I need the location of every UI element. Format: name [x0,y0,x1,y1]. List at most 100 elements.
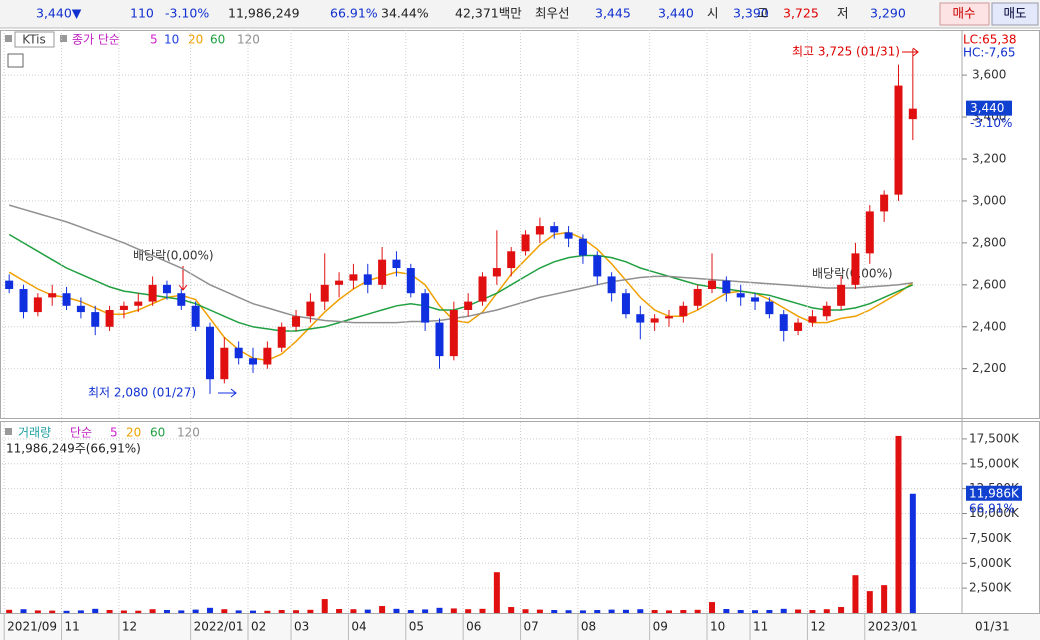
volume-bar [823,609,830,613]
moving-average-line [8,204,913,324]
candle-body [119,305,128,310]
candle-body [234,347,243,359]
candle-body [191,305,200,327]
legend-icon [5,35,12,42]
volume-info: 11,986,249주(66,91%) [6,442,141,456]
volume-bar [250,610,257,613]
volume-bar [536,609,543,613]
last-volume-pct: 66,91% [969,501,1015,515]
quote-best-label: 최우선 [535,6,570,21]
volume-bar [665,610,672,613]
quote-volume-rate: 66.91% [330,6,378,21]
candle-body [535,226,544,235]
y-tick-label: 2,500K [969,581,1012,595]
candle-body [320,284,329,302]
volume-bar [163,610,170,613]
volume-bar [637,609,644,613]
volume-bar [551,610,558,613]
candle-body [708,280,717,290]
x-tick-label: 12 [122,620,137,634]
candle-body [19,289,28,313]
candle-body [679,305,688,317]
volume-bar [63,610,70,613]
volume-bar [393,608,400,613]
volume-bar [6,609,13,613]
volume-bar [579,610,586,613]
quote-high-label: 고 [757,6,769,21]
y-tick-label: 3,200 [972,151,1006,165]
date-axis-strip [0,614,1040,640]
candle-body [249,358,258,365]
candle-body [808,316,817,323]
candle-body [464,301,473,310]
volume-bar [49,610,56,613]
candle-body [91,312,100,327]
quote-low-label: 저 [837,6,849,21]
candle-body [765,301,774,315]
volume-bar [192,609,199,613]
y-tick-label: 2,200 [972,361,1006,375]
volume-bar [350,609,357,613]
chart-title: KTis [22,33,45,47]
volume-bar [450,608,457,613]
candle-body [779,314,788,331]
quote-open-label: 시 [707,6,719,21]
volume-panel [0,421,1040,614]
candle-body [363,274,372,285]
ma-legend-entry: 60 [150,426,165,440]
volume-bar [364,609,371,613]
quote-bar [0,0,1040,28]
x-tick-label: 04 [351,620,366,634]
candle-body [134,301,143,306]
candle-body [277,326,286,348]
candle-body [449,309,458,357]
x-tick-label: 2021/09 [7,620,57,634]
title-box [14,31,55,48]
buy-button-label[interactable]: 매수 [952,6,975,21]
candle-body [865,211,874,254]
volume-bar [178,610,185,613]
y-tick-label: 10,000K [969,506,1020,520]
volume-bar [422,609,429,613]
y-tick-label: 3,600 [972,68,1006,82]
sell-button[interactable] [991,2,1039,26]
volume-ma-label: 단순 [70,426,92,440]
volume-bar [407,610,414,613]
quote-rate: -3.10% [165,6,209,21]
candle-body [33,297,42,313]
volume-bar [34,610,41,613]
y-tick-label: 2,800 [972,235,1006,249]
volume-bar [737,610,744,613]
candle-body [306,301,315,317]
sell-button-label[interactable]: 매도 [1003,6,1026,21]
y-tick-label: 17,500K [969,431,1020,445]
price-panel [0,30,1040,419]
candle-body [621,293,630,315]
candle-body [177,293,186,306]
ma-legend-entry: 5 [150,33,158,47]
candle-body [521,234,530,252]
candle-body [335,280,344,285]
buy-button[interactable] [939,2,990,26]
moving-average-line [8,233,914,332]
ma-legend-entry: 10 [164,33,179,47]
candle-body [722,280,731,294]
volume-bar [20,609,27,613]
low-annotation: 최저 2,080 (01/27) [88,386,196,400]
quote-volume: 11,986,249 [228,6,300,21]
table-icon[interactable] [7,53,24,68]
candle-body [406,268,415,294]
x-tick-label: 12 [810,620,825,634]
candle-body [880,194,889,212]
candle-body [392,259,401,269]
x-tick-label: 09 [653,620,668,634]
quote-bid: 3,440 [658,6,694,21]
volume-bar [866,591,873,613]
volume-bar [809,610,816,613]
volume-bar [709,602,716,613]
candle-body [48,293,57,298]
candle-body [636,314,645,323]
volume-bar [508,607,515,613]
candle-body [148,284,157,302]
volume-bar [264,610,271,613]
